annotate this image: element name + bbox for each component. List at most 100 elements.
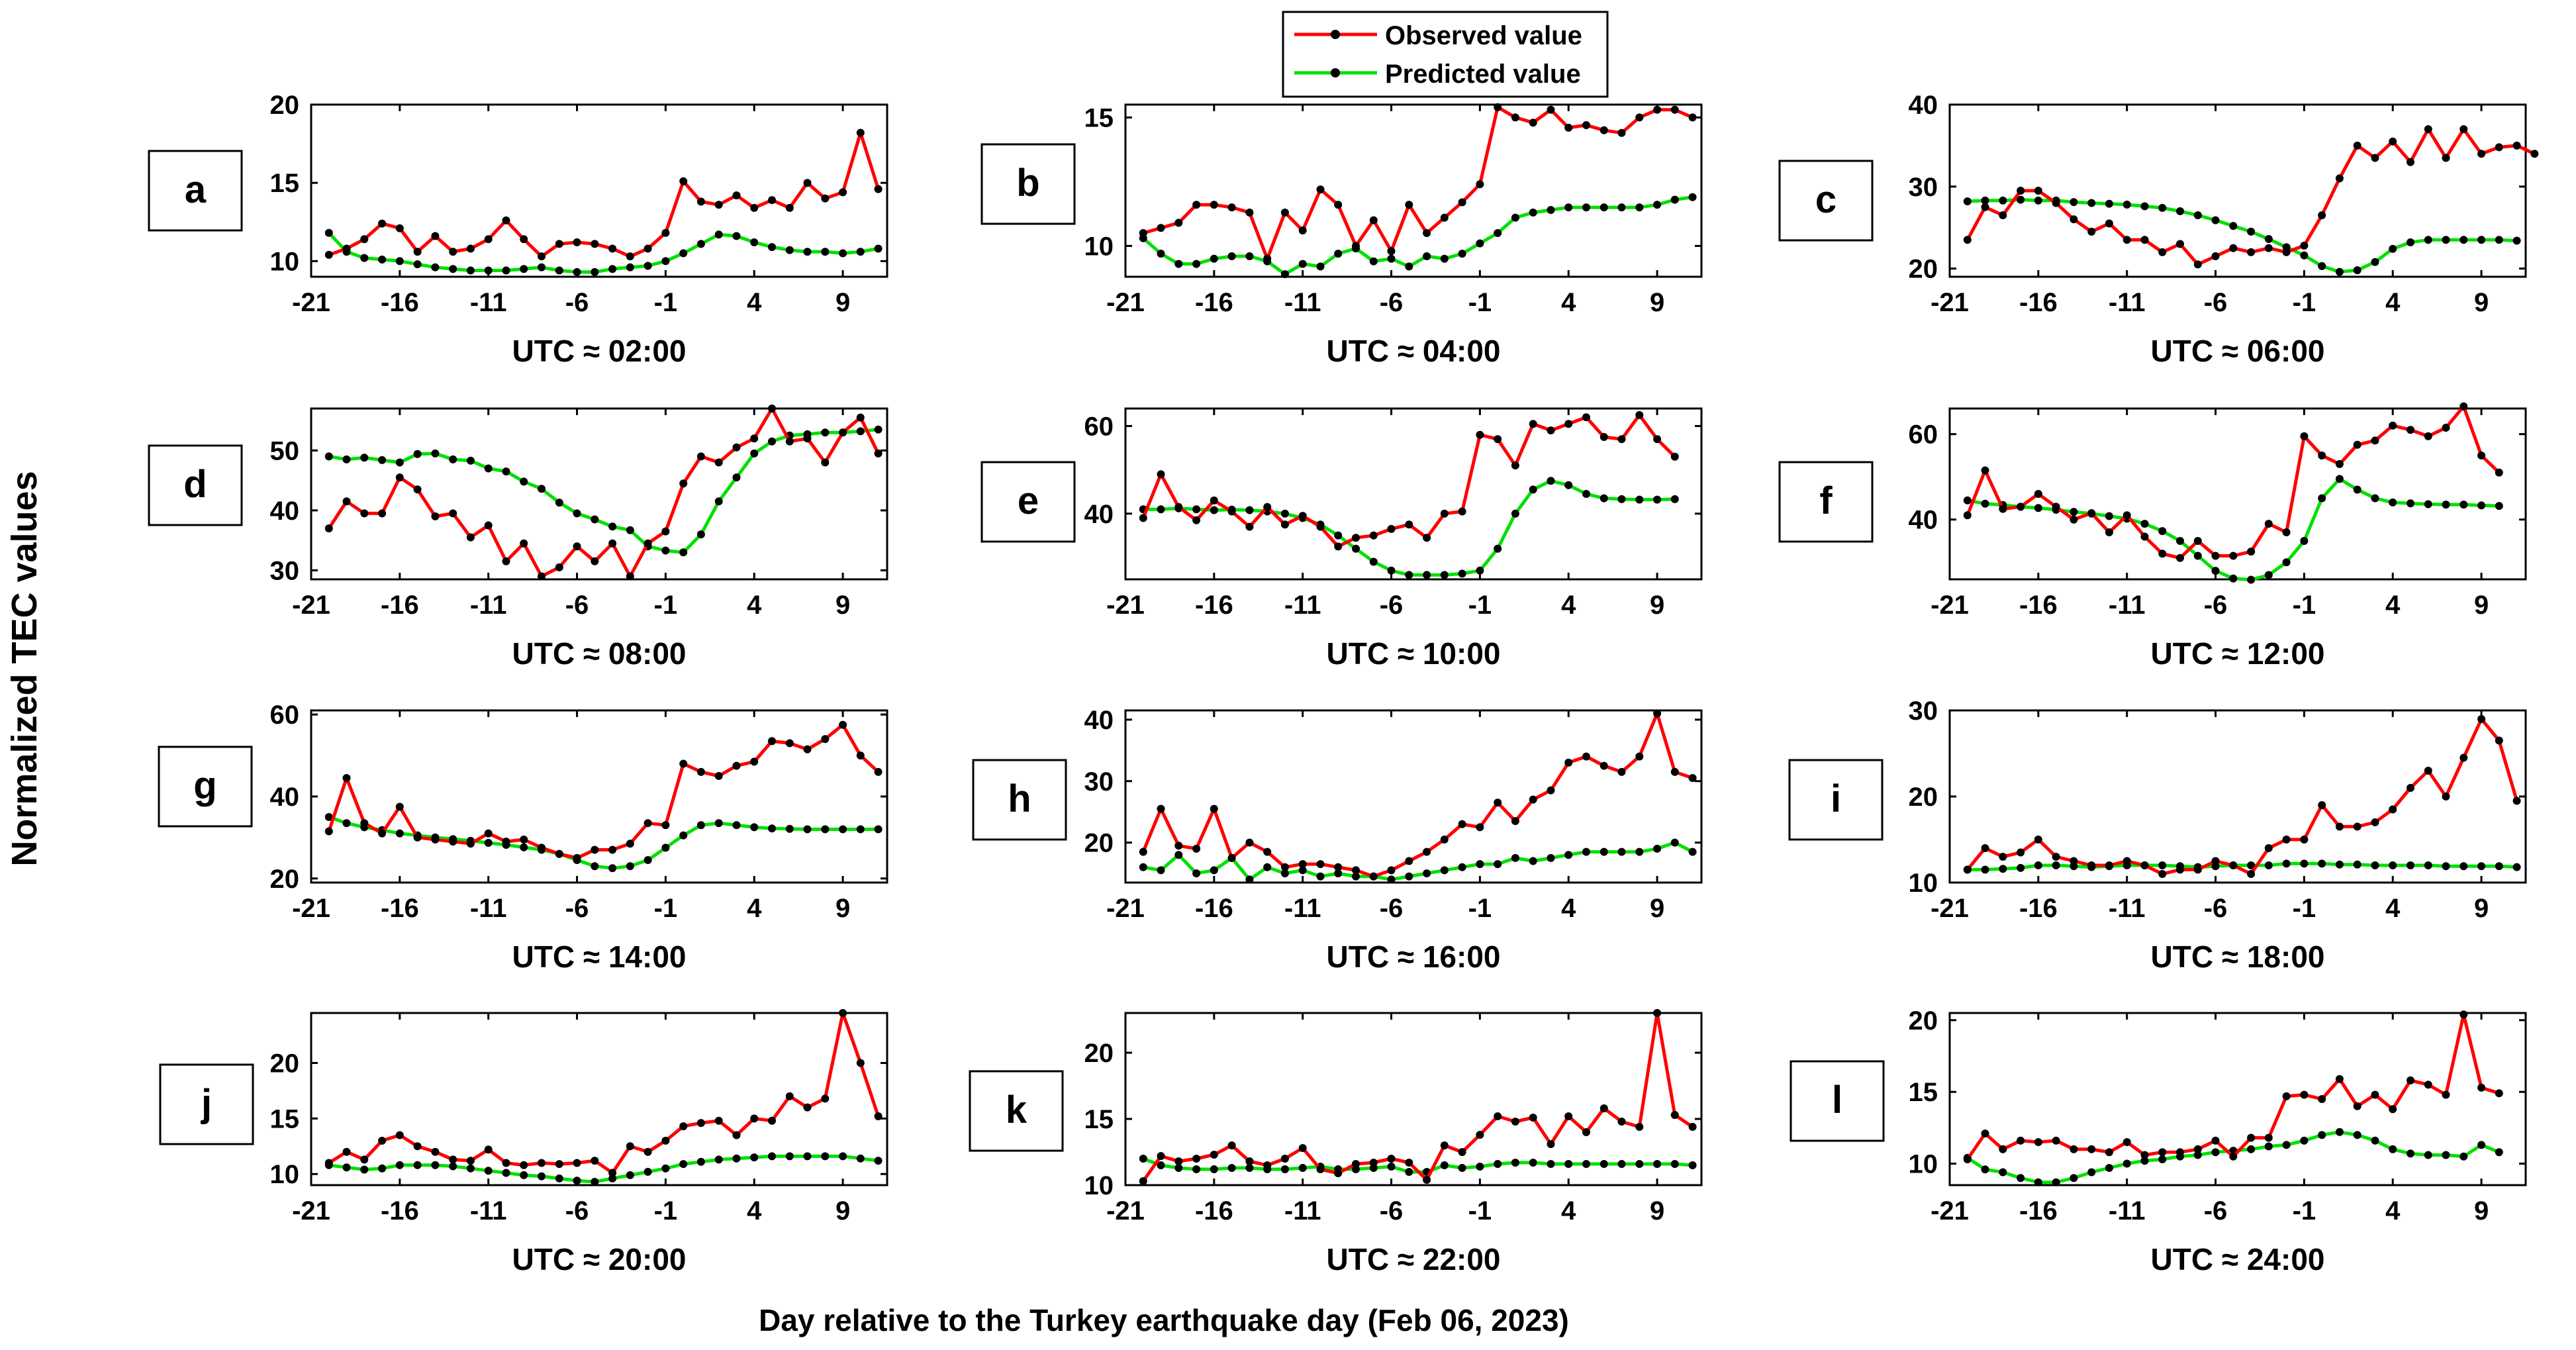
- predicted-point: [803, 825, 812, 834]
- observed-point: [1981, 1130, 1989, 1137]
- observed-point: [2176, 865, 2184, 874]
- panel-title: UTC ≈ 08:00: [512, 636, 687, 671]
- axes-box: [310, 103, 888, 278]
- predicted-point: [431, 263, 440, 271]
- predicted-point: [395, 829, 404, 838]
- observed-point: [2017, 848, 2025, 857]
- predicted-point: [1369, 557, 1378, 566]
- x-tick-label: 9: [835, 1196, 850, 1226]
- observed-point: [714, 201, 723, 209]
- observed-point: [1157, 804, 1165, 813]
- y-tick-label: 10: [1909, 869, 1938, 898]
- predicted-point: [1280, 1165, 1289, 1173]
- predicted-point: [2176, 207, 2184, 215]
- observed-point: [1157, 224, 1165, 232]
- predicted-point: [821, 825, 830, 834]
- observed-point: [1352, 242, 1360, 250]
- predicted-point: [1653, 844, 1662, 853]
- predicted-point: [502, 467, 510, 476]
- observed-point: [661, 821, 670, 830]
- x-tick-label: 4: [747, 1196, 762, 1226]
- observed-point: [1298, 860, 1307, 869]
- predicted-point: [1352, 544, 1360, 553]
- predicted-point: [714, 1155, 723, 1164]
- x-tick-label: -6: [565, 288, 589, 317]
- predicted-point: [821, 248, 830, 256]
- y-tick-label: 10: [1084, 232, 1114, 261]
- predicted-point: [1476, 566, 1484, 575]
- predicted-point: [2389, 861, 2397, 869]
- x-tick-label: 4: [1561, 894, 1576, 923]
- axes-box: [310, 1012, 888, 1186]
- x-tick-label: -21: [1106, 288, 1145, 317]
- observed-point: [608, 845, 617, 854]
- panel-h: -21 -16 -11 -6 -1 4 9 20 30 40 UTC ≈ 16:00 h: [972, 706, 1703, 974]
- observed-point: [2034, 490, 2042, 498]
- observed-point: [2229, 1152, 2238, 1161]
- observed-point: [874, 185, 883, 193]
- observed-point: [1511, 113, 1519, 122]
- predicted-point: [1280, 869, 1289, 878]
- observed-point: [1635, 410, 1644, 419]
- predicted-point: [732, 473, 741, 482]
- observed-point: [1139, 229, 1147, 237]
- observed-point: [2442, 154, 2450, 162]
- observed-point: [2264, 244, 2273, 252]
- observed-point: [2211, 552, 2220, 560]
- observed-point: [2335, 174, 2344, 183]
- y-tick-label: 15: [1909, 1078, 1938, 1107]
- predicted-point: [856, 248, 865, 256]
- observed-point: [1635, 1123, 1644, 1131]
- observed-point: [2282, 248, 2291, 256]
- x-tick-label: -6: [1380, 288, 1404, 317]
- predicted-point: [839, 825, 847, 834]
- observed-point: [714, 772, 723, 780]
- predicted-point: [2442, 501, 2450, 509]
- observed-point: [1139, 847, 1147, 856]
- predicted-point: [1529, 209, 1537, 217]
- observed-point: [785, 437, 794, 446]
- observed-point: [2052, 853, 2060, 861]
- observed-point: [644, 1147, 652, 1156]
- x-tick-label: -1: [2293, 591, 2316, 620]
- predicted-point: [1529, 857, 1537, 865]
- observed-point: [2123, 236, 2131, 244]
- panel-letter: b: [1016, 162, 1039, 205]
- predicted-point: [2335, 267, 2344, 276]
- predicted-point: [324, 228, 333, 237]
- observed-point: [803, 179, 812, 187]
- observed-point: [856, 751, 865, 760]
- predicted-point: [1210, 254, 1218, 263]
- predicted-point: [2282, 859, 2291, 868]
- observed-point: [2229, 861, 2238, 869]
- predicted-point: [626, 526, 634, 534]
- predicted-point: [2424, 236, 2432, 244]
- observed-point: [1999, 211, 2007, 220]
- y-tick-label: 30: [1084, 767, 1114, 796]
- observed-point: [1564, 123, 1573, 132]
- predicted-point: [1564, 481, 1573, 489]
- observed-point: [821, 458, 830, 467]
- x-tick-label: -1: [654, 591, 678, 620]
- y-tick-label: 20: [270, 91, 300, 120]
- predicted-point: [1511, 213, 1519, 222]
- predicted-point: [1599, 494, 1608, 503]
- predicted-point: [1334, 869, 1343, 878]
- predicted-point: [821, 428, 830, 437]
- predicted-point: [1458, 569, 1466, 578]
- observed-point: [2193, 865, 2202, 874]
- observed-point: [1653, 435, 1662, 444]
- observed-point: [2442, 793, 2450, 800]
- panel-title: UTC ≈ 02:00: [512, 334, 687, 368]
- observed-point: [874, 449, 883, 458]
- observed-point: [2176, 1148, 2184, 1157]
- observed-point: [431, 512, 440, 520]
- predicted-point: [1210, 506, 1218, 514]
- x-tick-label: 9: [1650, 288, 1664, 317]
- observed-point: [2459, 753, 2468, 762]
- observed-point: [573, 542, 581, 551]
- predicted-point: [661, 1164, 670, 1173]
- observed-point: [856, 413, 865, 422]
- y-tick-label: 10: [270, 247, 300, 276]
- observed-point: [750, 757, 759, 766]
